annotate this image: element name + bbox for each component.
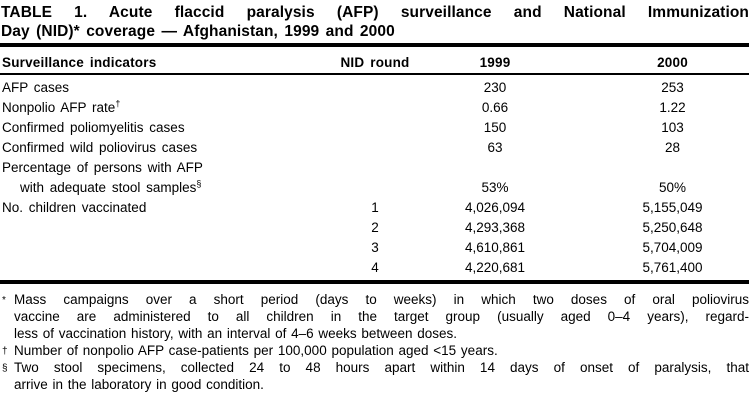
table-row-children-vaccinated-round3: 3 4,610,861 5,704,009: [0, 238, 749, 258]
footnotes-section: * Mass campaigns over a short period (da…: [0, 291, 749, 393]
value-2000-cell: 50%: [658, 180, 687, 195]
nid-round-cell: 4: [371, 260, 379, 275]
footnote-line: vaccine are administered to all children…: [14, 309, 749, 324]
footnote-line: Mass campaigns over a short period (days…: [14, 292, 749, 307]
footnote-line: Two stool specimens, collected 24 to 48 …: [14, 360, 749, 375]
indicator-cell: Percentage of persons with AFP: [0, 158, 330, 178]
section-footnote-marker: §: [2, 363, 8, 374]
section-footnote-marker: §: [196, 178, 202, 189]
value-1999-cell: 230: [483, 80, 507, 95]
nid-round-cell: 2: [371, 220, 379, 235]
table-header-row: Surveillance indicators NID round 1999 2…: [0, 47, 749, 73]
footnote-section: § Two stool specimens, collected 24 to 4…: [0, 359, 749, 393]
value-1999-cell: 4,026,094: [464, 200, 526, 215]
footnote-dagger: † Number of nonpolio AFP case-patients p…: [0, 342, 749, 359]
value-2000-cell: 28: [664, 140, 681, 155]
indicator-text: with adequate stool samples: [20, 180, 197, 195]
value-2000-cell: 103: [661, 120, 684, 135]
indicator-text: Nonpolio AFP rate: [2, 100, 116, 115]
value-2000-cell: 5,704,009: [642, 240, 703, 255]
indicator-text: Percentage of persons with AFP: [2, 160, 203, 175]
footnote-line: less of vaccination history, with an int…: [14, 326, 457, 341]
header-nid-round: NID round: [340, 55, 410, 70]
value-2000-cell: 5,761,400: [642, 260, 703, 275]
table-title-line2: Day (NID)* coverage — Afghanistan, 1999 …: [1, 23, 395, 40]
value-2000-cell: 5,155,049: [642, 200, 703, 215]
header-2000: 2000: [657, 55, 688, 70]
table-row-children-vaccinated-round4: 4 4,220,681 5,761,400: [0, 258, 749, 278]
table-row-confirmed-wild-poliovirus: Confirmed wild poliovirus cases 63 28: [0, 138, 749, 158]
value-2000-cell: 5,250,648: [642, 220, 703, 235]
indicator-cell: No. children vaccinated: [0, 198, 330, 218]
indicator-cell: Confirmed poliomyelitis cases: [0, 118, 330, 138]
nid-round-cell: 1: [371, 200, 379, 215]
title-divider-rule: [0, 43, 749, 47]
indicator-cell: Confirmed wild poliovirus cases: [0, 138, 330, 158]
value-1999-cell: 63: [487, 140, 503, 155]
value-1999-cell: 4,610,861: [464, 240, 526, 255]
table-bottom-rule: [0, 280, 749, 284]
footnote-asterisk: * Mass campaigns over a short period (da…: [0, 291, 749, 342]
value-2000-cell: 253: [661, 80, 684, 95]
table-row-children-vaccinated-round2: 2 4,293,368 5,250,648: [0, 218, 749, 238]
table-row-nonpolio-afp-rate: Nonpolio AFP rate† 0.66 1.22: [0, 98, 749, 118]
footnote-line: arrive in the laboratory in good conditi…: [14, 377, 264, 392]
indicator-cell: AFP cases: [0, 78, 330, 98]
header-divider-rule: [0, 73, 749, 75]
indicator-cell: with adequate stool samples§: [0, 178, 330, 198]
indicator-text: No. children vaccinated: [2, 200, 147, 215]
indicator-text: Confirmed poliomyelitis cases: [2, 120, 185, 135]
value-1999-cell: 4,293,368: [464, 220, 526, 235]
header-surveillance-indicators: Surveillance indicators: [2, 55, 157, 70]
table-body: AFP cases 230 253 Nonpolio AFP rate† 0.6…: [0, 75, 749, 278]
value-1999-cell: 4,220,681: [464, 260, 526, 275]
dagger-footnote-marker: †: [115, 98, 121, 109]
dagger-footnote-marker: †: [2, 346, 8, 357]
table-row-afp-cases: AFP cases 230 253: [0, 78, 749, 98]
asterisk-footnote-marker: *: [2, 295, 6, 306]
nid-round-cell: 3: [371, 240, 379, 255]
table-row-children-vaccinated-round1: No. children vaccinated 1 4,026,094 5,15…: [0, 198, 749, 218]
footnote-line: Number of nonpolio AFP case-patients per…: [14, 343, 498, 358]
value-2000-cell: 1.22: [659, 100, 686, 115]
table-title: TABLE 1. Acute flaccid paralysis (AFP) s…: [0, 0, 749, 41]
indicator-text: AFP cases: [2, 80, 70, 95]
value-1999-cell: 0.66: [481, 100, 509, 115]
value-1999-cell: 53%: [481, 180, 509, 195]
table-row-confirmed-polio-cases: Confirmed poliomyelitis cases 150 103: [0, 118, 749, 138]
header-1999: 1999: [479, 55, 511, 70]
table-title-line1: TABLE 1. Acute flaccid paralysis (AFP) s…: [1, 4, 749, 21]
indicator-cell: Nonpolio AFP rate†: [0, 98, 330, 118]
table-row-percentage-afp-line1: Percentage of persons with AFP: [0, 158, 749, 178]
value-1999-cell: 150: [483, 120, 507, 135]
indicator-text: Confirmed wild poliovirus cases: [2, 140, 198, 155]
table-row-adequate-stool-samples: with adequate stool samples§ 53% 50%: [0, 178, 749, 198]
